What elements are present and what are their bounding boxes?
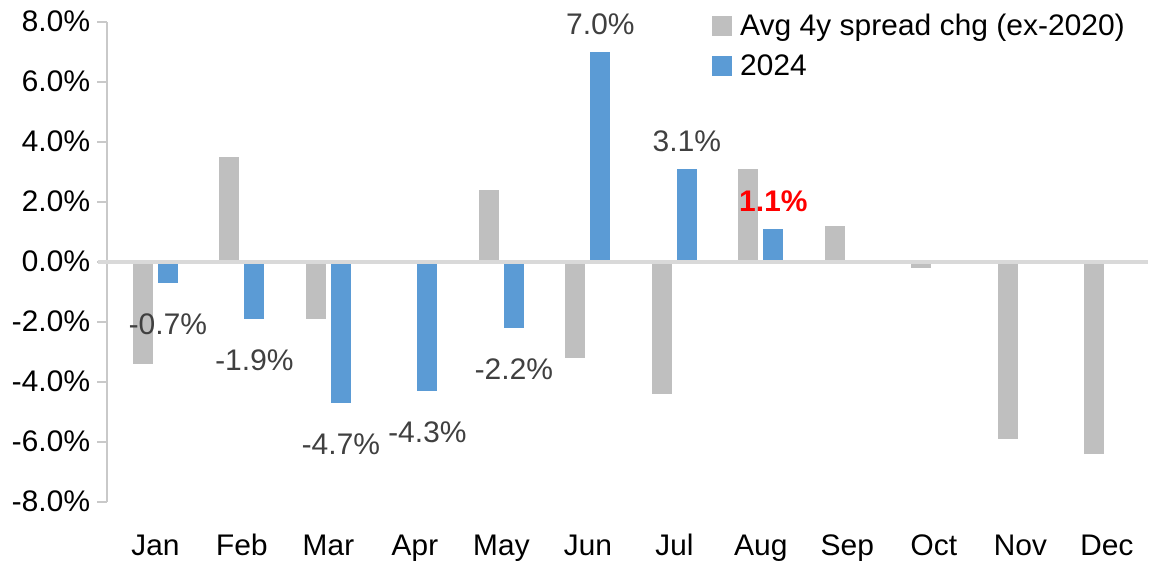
x-axis-label-apr: Apr [391, 529, 439, 562]
y-axis-label: 8.0% [21, 5, 90, 38]
x-axis-label-sep: Sep [820, 529, 874, 562]
bar-avg-4y-spread-chg-ex-2020--mar [305, 262, 326, 319]
legend-item-2024: 2024 [712, 48, 1125, 84]
bar-avg-4y-spread-chg-ex-2020--jun [565, 262, 586, 358]
bar-2024-jul [676, 169, 697, 262]
y-axis-label: -2.0% [11, 305, 90, 338]
bar-avg-4y-spread-chg-ex-2020--jul [651, 262, 672, 394]
x-axis-label-jun: Jun [563, 529, 612, 562]
x-axis-label-may: May [472, 529, 530, 562]
bar-2024-may [503, 262, 524, 328]
data-label-mar: -4.7% [301, 428, 380, 461]
bar-2024-jan [157, 262, 178, 283]
data-label-feb: -1.9% [215, 344, 294, 377]
data-label-apr: -4.3% [388, 416, 467, 449]
legend-item-avg-4y-spread: Avg 4y spread chg (ex-2020) [712, 8, 1125, 44]
legend-label: 2024 [740, 49, 807, 82]
y-axis-label: 4.0% [21, 125, 90, 158]
legend: Avg 4y spread chg (ex-2020) 2024 [712, 8, 1125, 88]
bar-2024-aug [763, 229, 784, 262]
bar-avg-4y-spread-chg-ex-2020--oct [911, 262, 932, 268]
bar-avg-4y-spread-chg-ex-2020--feb [219, 157, 240, 262]
data-label-jun: 7.0% [566, 8, 635, 41]
bar-avg-4y-spread-chg-ex-2020--sep [824, 226, 845, 262]
x-axis-label-jul: Jul [655, 529, 694, 562]
bar-avg-4y-spread-chg-ex-2020--nov [997, 262, 1018, 439]
bar-2024-feb [244, 262, 265, 319]
data-label-aug: 1.1% [739, 185, 808, 218]
bar-2024-jun [590, 52, 611, 262]
x-axis-label-feb: Feb [215, 529, 268, 562]
legend-swatch-blue [712, 56, 732, 76]
bar-avg-4y-spread-chg-ex-2020--dec [1084, 262, 1105, 454]
y-axis-tick [97, 441, 107, 443]
y-axis-tick [97, 381, 107, 383]
bar-avg-4y-spread-chg-ex-2020--aug [738, 169, 759, 262]
zero-axis-line [98, 260, 1148, 264]
data-label-jan: -0.7% [128, 308, 207, 341]
x-axis-label-oct: Oct [910, 529, 958, 562]
x-axis-label-nov: Nov [993, 529, 1047, 562]
y-axis-tick [97, 321, 107, 323]
y-axis-label: -8.0% [11, 485, 90, 518]
data-label-jul: 3.1% [652, 125, 721, 158]
data-label-may: -2.2% [474, 353, 553, 386]
y-axis-tick [97, 501, 107, 503]
y-axis-label: -4.0% [11, 365, 90, 398]
y-axis-label: -6.0% [11, 425, 90, 458]
bar-2024-mar [330, 262, 351, 403]
legend-label: Avg 4y spread chg (ex-2020) [740, 9, 1125, 42]
y-axis-tick [97, 21, 107, 23]
x-axis-label-jan: Jan [131, 529, 180, 562]
x-axis-label-mar: Mar [302, 529, 355, 562]
y-axis-tick [97, 141, 107, 143]
bar-2024-apr [417, 262, 438, 391]
bar-avg-4y-spread-chg-ex-2020--jan [132, 262, 153, 364]
x-axis-label-dec: Dec [1080, 529, 1134, 562]
x-axis-label-aug: Aug [734, 529, 788, 562]
y-axis-tick [97, 201, 107, 203]
y-axis-label: 2.0% [21, 185, 90, 218]
legend-swatch-gray [712, 16, 732, 36]
bar-avg-4y-spread-chg-ex-2020--may [478, 190, 499, 262]
y-axis-label: 6.0% [21, 65, 90, 98]
y-axis-tick [97, 81, 107, 83]
y-axis-label: 0.0% [21, 245, 90, 278]
